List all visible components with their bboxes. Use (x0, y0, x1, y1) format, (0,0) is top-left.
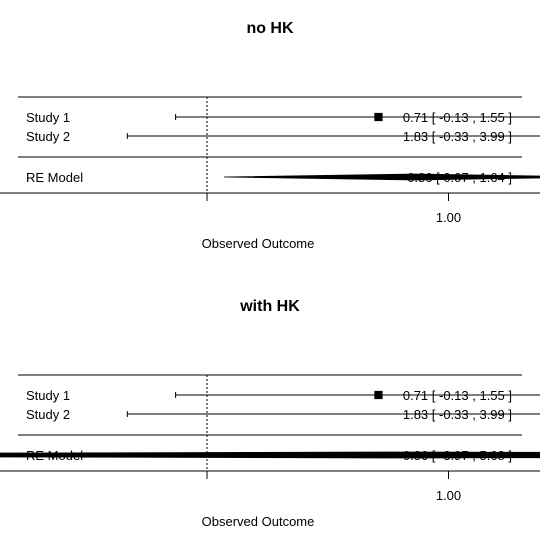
summary-row: RE Model 0.86 [ 0.07 , 1.64 ] (26, 170, 540, 185)
study-ci-text: 1.83 [ -0.33 , 3.99 ] (403, 129, 512, 144)
study-ci-text: 0.71 [ -0.13 , 1.55 ] (403, 110, 512, 125)
study-label: Study 1 (26, 388, 70, 403)
study-label: Study 2 (26, 129, 70, 144)
chart-title: with HK (239, 298, 300, 315)
estimate-square (374, 112, 383, 122)
x-axis-label: Observed Outcome (202, 236, 315, 251)
summary-label: RE Model (26, 170, 83, 185)
summary-diamond (0, 451, 540, 459)
study-row-1: Study 1 0.71 [ -0.13 , 1.55 ] (26, 110, 540, 125)
study-row-1: Study 1 0.71 [ -0.13 , 1.55 ] (26, 388, 540, 403)
study-row-2: Study 2 1.83 [ -0.33 , 3.99 ] (26, 407, 540, 422)
chart-title: no HK (246, 20, 294, 37)
summary-ci-text: 0.86 [ -3.97 , 5.68 ] (403, 448, 512, 463)
tick-label: 1.00 (436, 488, 461, 503)
study-ci-text: 0.71 [ -0.13 , 1.55 ] (403, 388, 512, 403)
study-row-2: Study 2 1.83 [ -0.33 , 3.99 ] (26, 129, 540, 144)
study-label: Study 1 (26, 110, 70, 125)
forest-plot-1: no HK Study 1 0.71 [ -0.13 , 1.55 ] Study 2… (0, 20, 540, 251)
study-label: Study 2 (26, 407, 70, 422)
x-axis: -1.001.003.00 (0, 470, 540, 503)
tick-label: 1.00 (436, 210, 461, 225)
study-ci-text: 1.83 [ -0.33 , 3.99 ] (403, 407, 512, 422)
x-axis: -1.001.003.00 (0, 192, 540, 225)
estimate-square (374, 390, 383, 400)
summary-ci-text: 0.86 [ 0.07 , 1.64 ] (407, 170, 512, 185)
summary-diamond (223, 173, 540, 181)
x-axis-label: Observed Outcome (202, 514, 315, 529)
